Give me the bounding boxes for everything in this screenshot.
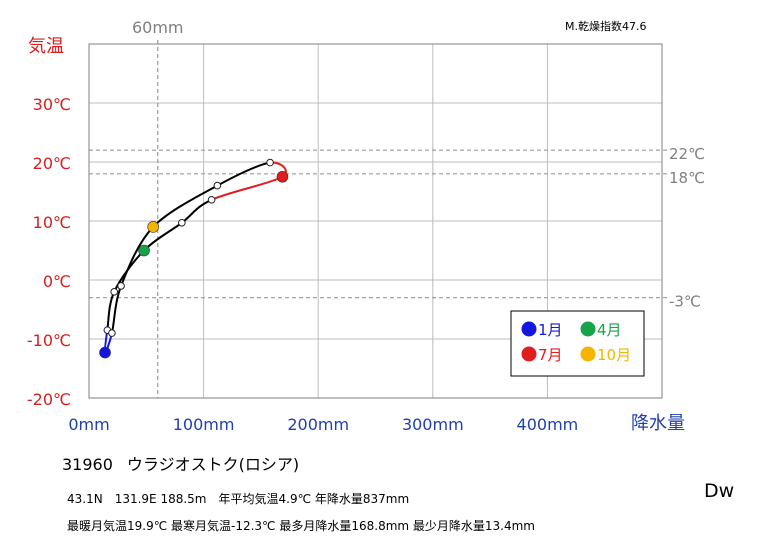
- data-point-month-7: [276, 170, 289, 183]
- curve-segment: [211, 175, 283, 201]
- data-point-month-6: [207, 195, 216, 204]
- data-point-month-5: [178, 218, 186, 227]
- y-tick-label: 20℃: [33, 154, 71, 173]
- data-point-month-3: [110, 288, 119, 296]
- legend-label: 4月: [597, 321, 622, 339]
- climate-type: Dw: [704, 480, 735, 502]
- axis-labels: 30℃ 20℃ 10℃ 0℃ -10℃ -20℃ 気温 0mm 100mm 200mm 300mm 4…: [27, 36, 685, 434]
- y-tick-label: 30℃: [33, 95, 71, 114]
- x-tick-label: 0mm: [68, 415, 109, 434]
- climograph-curve: [103, 161, 287, 354]
- station-info-line-1: 43.1N 131.9E 188.5m 年平均気温4.9℃ 年降水量837mm: [67, 492, 410, 506]
- reference-lines: 60mm 22℃ 18℃ -3℃: [89, 18, 705, 398]
- legend-marker: [521, 321, 537, 337]
- legend-label: 1月: [538, 321, 563, 339]
- monthly-points: [99, 158, 289, 359]
- station-id: 31960: [62, 455, 113, 474]
- legend-label: 7月: [538, 346, 563, 364]
- station-title: 31960 ウラジオストク(ロシア): [62, 451, 299, 475]
- legend-label: 10月: [597, 346, 631, 364]
- legend-marker: [580, 321, 596, 337]
- data-point-month-4: [138, 244, 150, 257]
- y-axis-title: 気温: [28, 36, 64, 57]
- curve-segment: [152, 184, 218, 228]
- data-point-month-11: [117, 282, 125, 290]
- station-name: ウラジオストク(ロシア): [126, 455, 300, 474]
- y-tick-label: 0℃: [43, 272, 71, 291]
- plot-frame: [88, 43, 663, 399]
- legend: 1月 4月 7月 10月: [510, 310, 645, 377]
- data-point-month-8: [266, 158, 274, 167]
- dryness-index-label: M.乾燥指数47.6: [565, 20, 647, 33]
- reference-label-60mm: 60mm: [132, 18, 184, 37]
- x-tick-label: 400mm: [517, 415, 579, 434]
- x-tick-label: 300mm: [402, 415, 464, 434]
- y-tick-label: 10℃: [33, 213, 71, 232]
- legend-marker: [521, 346, 537, 362]
- y-tick-label: -20℃: [27, 390, 71, 409]
- data-point-month-12: [108, 329, 116, 337]
- x-tick-label: 100mm: [173, 415, 235, 434]
- y-tick-label: -10℃: [27, 331, 71, 350]
- legend-marker: [580, 346, 596, 362]
- reference-label-temp: 18℃: [669, 169, 705, 187]
- reference-label-temp: 22℃: [669, 145, 705, 163]
- legend-box: [510, 310, 645, 377]
- x-axis-title: 降水量: [631, 413, 685, 434]
- data-point-month-10: [147, 221, 159, 233]
- x-tick-label: 200mm: [287, 415, 349, 434]
- curve-segment: [120, 226, 154, 287]
- reference-label-temp: -3℃: [669, 293, 701, 311]
- data-point-month-9: [213, 181, 222, 190]
- station-info-line-2: 最暖月気温19.9℃ 最寒月気温-12.3℃ 最多月降水量168.8mm 最少月…: [67, 519, 535, 533]
- data-point-month-1: [99, 346, 111, 359]
